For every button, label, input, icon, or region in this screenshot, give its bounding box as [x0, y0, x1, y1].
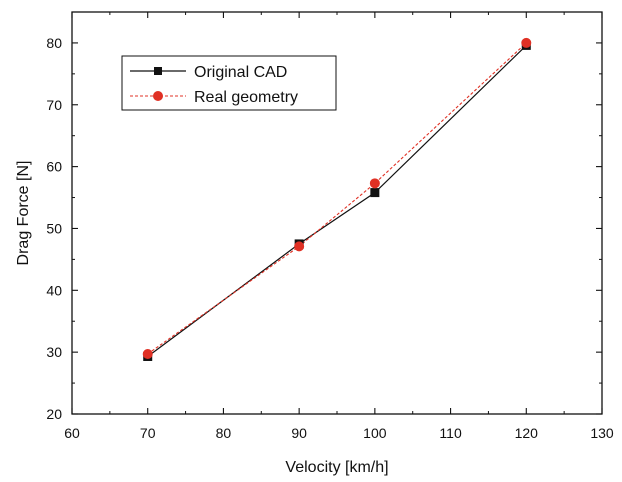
- y-tick-label: 20: [46, 406, 62, 422]
- y-axis-title: Drag Force [N]: [15, 161, 32, 266]
- legend-marker-original-cad: [154, 67, 162, 75]
- x-tick-label: 100: [363, 425, 387, 441]
- y-tick-label: 30: [46, 344, 62, 360]
- data-point-real-geometry: [294, 241, 305, 252]
- data-point-real-geometry: [142, 349, 153, 360]
- x-tick-label: 120: [515, 425, 539, 441]
- series-line-real-geometry: [147, 42, 527, 355]
- series-markers: [142, 37, 532, 361]
- legend-label-original-cad: Original CAD: [194, 64, 287, 81]
- x-tick-label: 80: [216, 425, 232, 441]
- x-tick-label: 110: [439, 425, 462, 441]
- x-tick-label: 130: [590, 425, 614, 441]
- y-tick-label: 40: [46, 282, 62, 298]
- legend: Original CAD Real geometry: [121, 55, 337, 111]
- x-tick-label: 70: [140, 425, 156, 441]
- data-point-real-geometry: [369, 178, 380, 189]
- y-tick-label: 50: [46, 220, 62, 236]
- data-point-real-geometry: [521, 37, 532, 48]
- legend-marker-real-geometry: [153, 91, 163, 101]
- x-axis-title: Velocity [km/h]: [285, 459, 388, 476]
- x-tick-label: 90: [291, 425, 307, 441]
- series-lines: [147, 42, 527, 357]
- y-tick-label: 60: [46, 159, 62, 175]
- x-tick-label: 60: [64, 425, 80, 441]
- axis-tick-labels: 60 70 80 90 100 110 120 130 20 30 40 50 60 70 80: [46, 35, 613, 441]
- legend-label-real-geometry: Real geometry: [194, 89, 298, 106]
- legend-box: [121, 55, 337, 111]
- axis-ticks: [71, 11, 603, 415]
- y-tick-label: 70: [46, 97, 62, 113]
- y-tick-label: 80: [46, 35, 62, 51]
- data-point-original-cad: [370, 188, 380, 198]
